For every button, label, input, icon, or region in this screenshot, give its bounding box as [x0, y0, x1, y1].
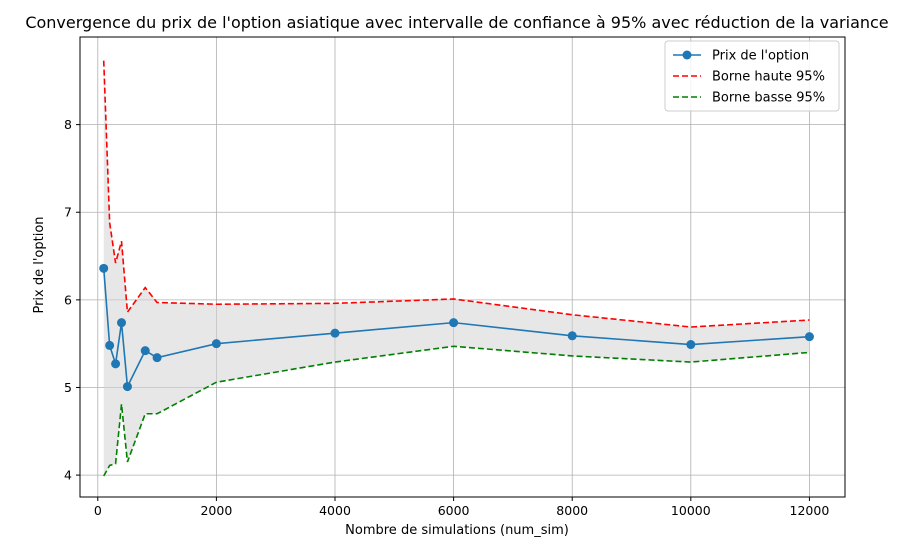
x-tick-label: 2000 — [200, 503, 232, 518]
x-axis-label: Nombre de simulations (num_sim) — [345, 523, 569, 538]
plot-frame — [79, 36, 846, 498]
x-tick-label: 10000 — [671, 503, 711, 518]
x-tick-label: 4000 — [319, 503, 351, 518]
legend-label: Borne basse 95% — [712, 91, 825, 106]
y-tick-label: 4 — [64, 468, 72, 483]
y-tick-label: 8 — [64, 117, 72, 132]
data-point — [686, 340, 696, 350]
legend-marker — [682, 50, 692, 60]
data-point — [111, 359, 121, 369]
data-point — [211, 339, 221, 349]
legend: Prix de l'option Borne haute 95% Borne bas… — [664, 40, 840, 112]
series-line-2 — [103, 345, 810, 477]
legend-label: Borne haute 95% — [712, 70, 825, 85]
series-line-1 — [102, 60, 810, 328]
data-point — [567, 331, 577, 341]
data-point — [140, 346, 150, 356]
y-tick-label: 5 — [64, 380, 72, 395]
data-point — [330, 328, 340, 338]
data-point — [449, 318, 459, 328]
confidence-band — [103, 60, 810, 476]
data-point — [117, 318, 127, 328]
data-point — [152, 353, 162, 363]
y-tick-label: 7 — [64, 205, 72, 220]
legend-label: Prix de l'option — [712, 49, 809, 64]
data-point — [122, 382, 132, 392]
x-tick-label: 12000 — [790, 503, 830, 518]
x-tick-label: 8000 — [556, 503, 588, 518]
x-tick-label: 0 — [94, 503, 102, 518]
x-tick-label: 6000 — [438, 503, 470, 518]
chart-title: Convergence du prix de l'option asiatiqu… — [25, 13, 888, 32]
data-point — [99, 263, 109, 273]
data-point — [804, 332, 814, 342]
legend-box — [664, 40, 840, 112]
data-point — [105, 340, 115, 350]
y-tick-label: 6 — [64, 292, 72, 307]
y-axis-label: Prix de l'option — [32, 216, 47, 313]
